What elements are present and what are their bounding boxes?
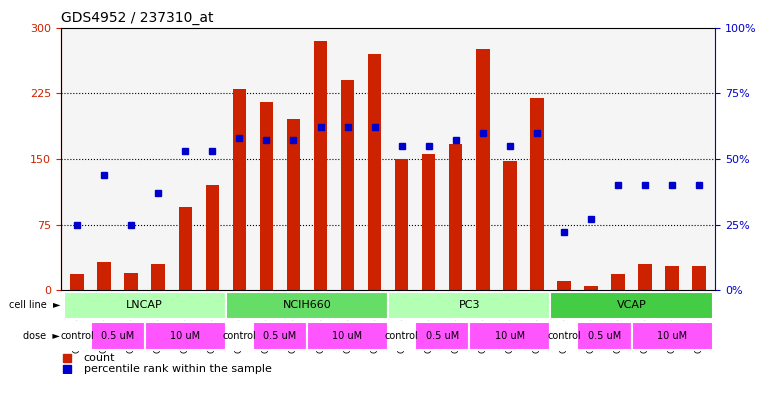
FancyBboxPatch shape [307, 322, 388, 350]
Text: 0.5 uM: 0.5 uM [587, 331, 621, 341]
FancyBboxPatch shape [226, 292, 388, 319]
Text: 10 uM: 10 uM [170, 331, 200, 341]
FancyBboxPatch shape [226, 322, 253, 350]
Bar [557, 281, 571, 290]
Text: 10 uM: 10 uM [495, 331, 525, 341]
Bar [638, 264, 651, 290]
FancyBboxPatch shape [91, 322, 145, 350]
Text: 10 uM: 10 uM [657, 331, 687, 341]
Text: 10 uM: 10 uM [333, 331, 362, 341]
FancyBboxPatch shape [578, 322, 632, 350]
Text: VCAP: VCAP [616, 301, 646, 310]
Bar [449, 144, 463, 290]
FancyBboxPatch shape [145, 322, 226, 350]
Text: control: control [222, 331, 256, 341]
Bar [314, 40, 327, 290]
Text: 0.5 uM: 0.5 uM [101, 331, 134, 341]
Bar [233, 89, 246, 290]
Bar [665, 266, 679, 290]
Text: cell line  ►: cell line ► [9, 301, 60, 310]
Text: 0.5 uM: 0.5 uM [425, 331, 459, 341]
Bar [530, 97, 543, 290]
Text: PC3: PC3 [458, 301, 480, 310]
Bar [97, 262, 111, 290]
Bar [611, 274, 625, 290]
Bar [395, 159, 409, 290]
Bar [70, 274, 84, 290]
Text: dose  ►: dose ► [24, 331, 60, 341]
Bar [476, 50, 489, 290]
Bar [179, 207, 192, 290]
FancyBboxPatch shape [388, 292, 550, 319]
Bar [584, 286, 597, 290]
Bar [503, 161, 517, 290]
Text: percentile rank within the sample: percentile rank within the sample [84, 364, 272, 374]
Bar [287, 119, 301, 290]
FancyBboxPatch shape [64, 322, 91, 350]
Text: control: control [385, 331, 419, 341]
Text: LNCAP: LNCAP [126, 301, 163, 310]
Bar [341, 80, 355, 290]
FancyBboxPatch shape [470, 322, 550, 350]
Bar [151, 264, 165, 290]
FancyBboxPatch shape [388, 322, 416, 350]
Text: 0.5 uM: 0.5 uM [263, 331, 297, 341]
Bar [125, 273, 138, 290]
Text: NCIH660: NCIH660 [282, 301, 331, 310]
Bar [693, 266, 706, 290]
Text: control: control [547, 331, 581, 341]
FancyBboxPatch shape [64, 292, 226, 319]
Bar [205, 185, 219, 290]
Text: count: count [84, 353, 115, 363]
FancyBboxPatch shape [253, 322, 307, 350]
FancyBboxPatch shape [632, 322, 712, 350]
Bar [422, 154, 435, 290]
Text: control: control [60, 331, 94, 341]
FancyBboxPatch shape [550, 322, 578, 350]
Bar [368, 54, 381, 290]
FancyBboxPatch shape [416, 322, 470, 350]
FancyBboxPatch shape [550, 292, 712, 319]
Text: GDS4952 / 237310_at: GDS4952 / 237310_at [61, 11, 213, 25]
Bar [260, 102, 273, 290]
